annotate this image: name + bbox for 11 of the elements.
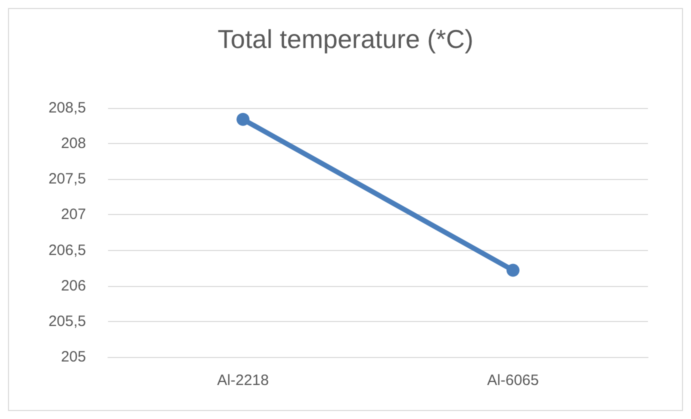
- y-tick-label: 206: [60, 277, 86, 294]
- y-tick-label: 208: [60, 135, 86, 152]
- y-tick-label: 206,5: [48, 242, 86, 259]
- y-tick-label: 205,5: [48, 312, 86, 330]
- y-tick-label: 205: [60, 348, 86, 366]
- y-tick-label: 208,5: [48, 100, 86, 116]
- y-tick-label: 207: [60, 206, 86, 224]
- y-tick-label: 207,5: [48, 170, 86, 188]
- chart-title: Total temperature (*C): [218, 24, 474, 54]
- x-tick-label: Al-6065: [487, 372, 539, 389]
- x-tick-label: Al-2218: [217, 372, 269, 389]
